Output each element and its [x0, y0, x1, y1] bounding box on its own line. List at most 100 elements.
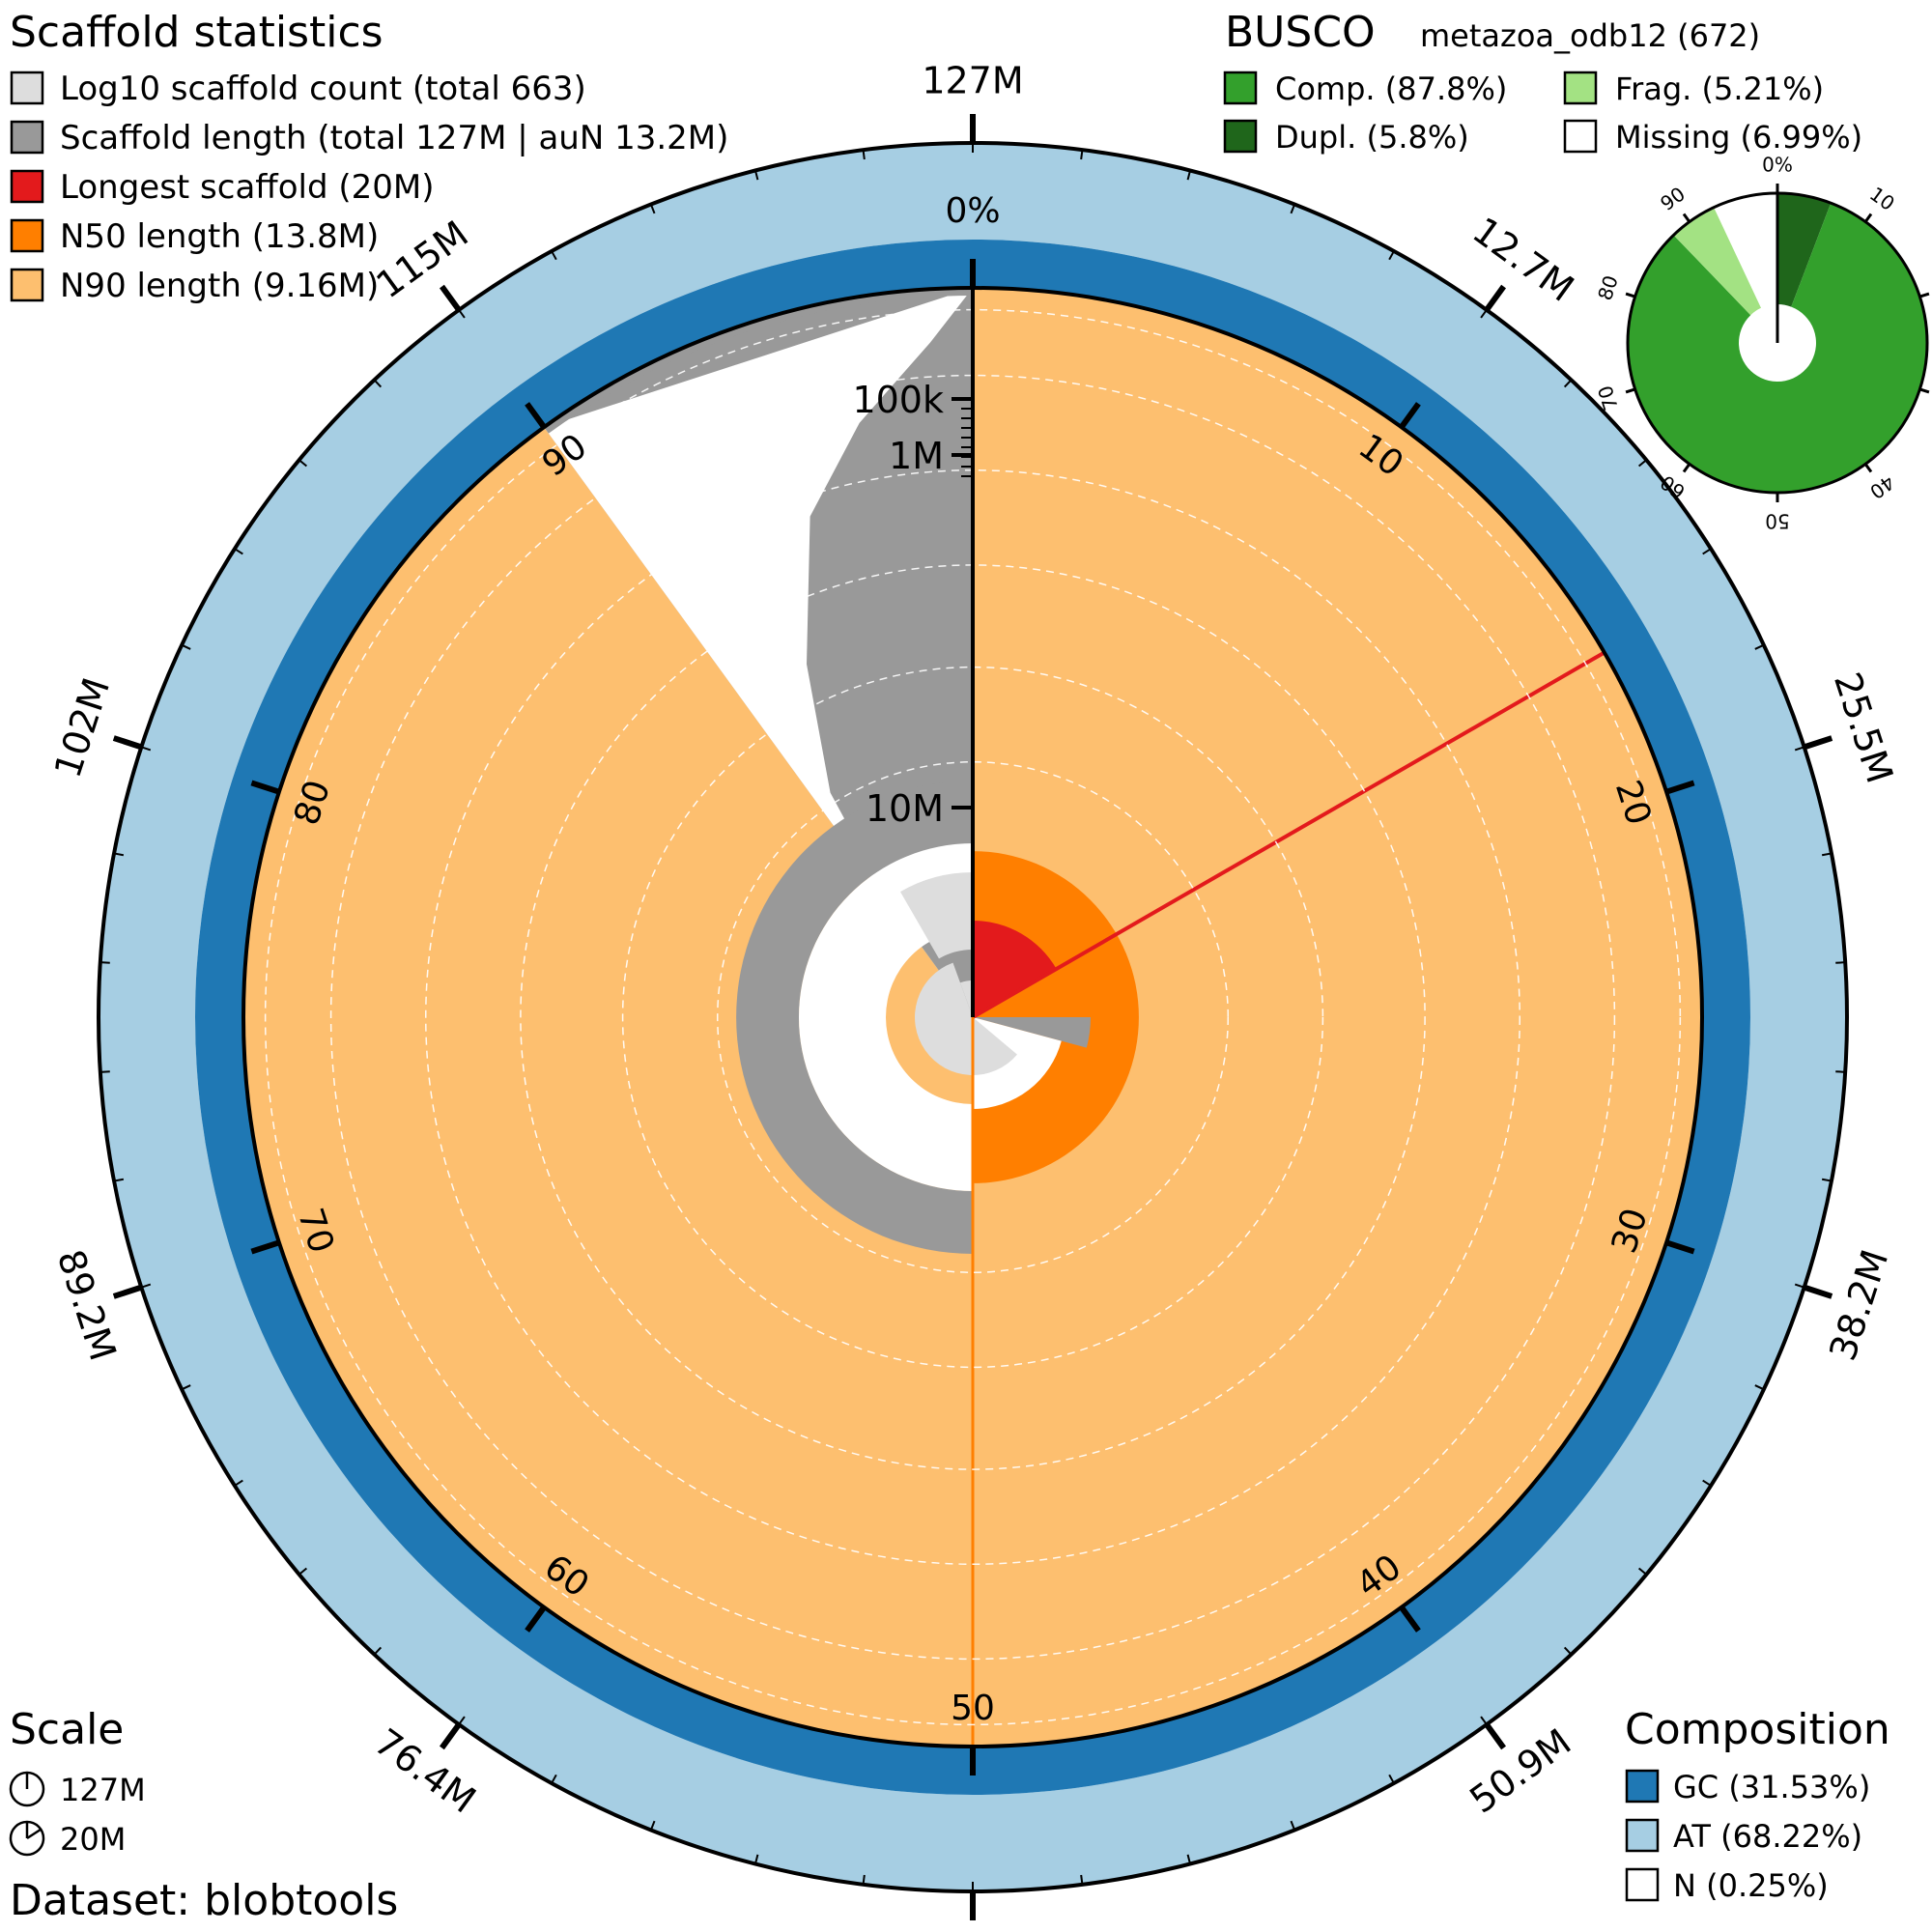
busco-legend-label: Frag. (5.21%): [1615, 71, 1824, 107]
composition-label: GC (31.53%): [1673, 1769, 1870, 1805]
legend-label: N50 length (13.8M): [60, 217, 379, 256]
busco-duplicated: [1777, 193, 1832, 307]
longest-sector: [973, 921, 1057, 1017]
length-minor-tick: [753, 1854, 759, 1864]
percent-tick-label: 0%: [945, 191, 1000, 231]
grid-circle: [621, 666, 1324, 1369]
length-minor-tick: [234, 548, 243, 555]
scale-icon-hand: [26, 1828, 42, 1840]
length-minor-tick: [1794, 1283, 1805, 1289]
radial-tick-label: 10M: [866, 787, 944, 830]
composition-title: Composition: [1625, 1705, 1890, 1754]
legend-swatch: [10, 71, 44, 105]
length-minor-tick: [1290, 204, 1296, 214]
length-tick: [1484, 284, 1507, 312]
length-minor-tick: [1835, 1070, 1846, 1073]
length-minor-tick: [1754, 1384, 1765, 1391]
length-minor-tick: [140, 746, 152, 752]
length-minor-tick: [99, 1070, 110, 1073]
length-minor-tick: [99, 961, 110, 964]
percent-tick: [1399, 1605, 1421, 1633]
legend-label: Scaffold length (total 127M | auN 13.2M): [60, 119, 728, 157]
busco-single: [1628, 203, 1928, 494]
busco-tick-label: 0%: [1762, 154, 1793, 177]
busco-tick: [1625, 387, 1636, 394]
length-minor-tick: [181, 643, 191, 650]
busco-legend-swatch: [1223, 119, 1258, 154]
busco-tick: [1863, 463, 1873, 473]
legend-swatch: [10, 218, 44, 253]
length-minor-tick: [1702, 548, 1712, 555]
length-minor-tick: [298, 459, 308, 468]
length-minor-tick: [1388, 250, 1395, 261]
length-tick: [1803, 1284, 1833, 1299]
length-minor-tick: [298, 1567, 308, 1576]
length-minor-tick: [373, 379, 383, 388]
busco-legend-label: Missing (6.99%): [1615, 119, 1862, 156]
scaffold-length-center-wedge: [973, 1017, 1091, 1048]
composition-label: AT (68.22%): [1673, 1818, 1862, 1855]
length-tick-label: 89.2M: [49, 1244, 125, 1365]
length-minor-tick: [1835, 961, 1846, 964]
log-count-band: [900, 872, 973, 959]
length-minor-tick: [458, 1716, 466, 1725]
grid-circle: [717, 761, 1229, 1273]
length-minor-tick: [1754, 643, 1765, 650]
length-minor-tick: [113, 1178, 125, 1182]
legend-swatch: [10, 120, 44, 155]
busco-tick: [1863, 213, 1873, 223]
length-minor-tick: [234, 1479, 243, 1487]
length-minor-tick: [1080, 1874, 1084, 1885]
length-tick: [112, 1284, 143, 1299]
log-count-sector-2: [960, 980, 973, 1017]
grid-circle: [329, 374, 1616, 1661]
length-minor-tick: [181, 1384, 191, 1391]
legends: Scaffold statistics Log10 scaffold count …: [9, 8, 1890, 1925]
length-minor-tick: [1290, 1820, 1296, 1831]
busco-fragmented: [1673, 207, 1761, 316]
legend-label: Longest scaffold (20M): [60, 168, 434, 207]
busco-tick: [1625, 292, 1636, 298]
scale-label: 20M: [60, 1821, 126, 1858]
length-tick: [112, 735, 143, 751]
length-minor-tick: [1563, 379, 1573, 388]
length-minor-tick: [1563, 1646, 1573, 1656]
busco-tick: [1682, 463, 1691, 473]
busco-legend-swatch: [1223, 71, 1258, 105]
legend-label: N90 length (9.16M): [60, 267, 379, 305]
snail-main: 100k1M10M0%102030405060708090127M12.7M25…: [46, 60, 1901, 1932]
length-minor-tick: [1480, 1716, 1488, 1725]
length-tick: [1803, 735, 1833, 751]
length-minor-tick: [1480, 309, 1488, 319]
length-minor-tick: [1388, 1774, 1395, 1784]
percent-tick-label: 50: [951, 1689, 995, 1728]
length-minor-tick: [1080, 150, 1084, 160]
busco-legend-label: Dupl. (5.8%): [1275, 119, 1469, 156]
length-tick: [439, 284, 462, 312]
length-minor-tick: [551, 1774, 557, 1784]
grid-circle: [425, 469, 1520, 1565]
length-minor-tick: [113, 852, 125, 857]
length-minor-tick: [862, 150, 866, 160]
busco-lineage: metazoa_odb12 (672): [1420, 17, 1760, 54]
length-minor-tick: [551, 250, 557, 261]
length-minor-tick: [1186, 1854, 1192, 1864]
busco-tick-label: 50: [1765, 510, 1789, 533]
busco-tick: [1918, 292, 1930, 298]
scaffold-length-inner-ring: [736, 781, 973, 1254]
dataset-label: Dataset: blobtools: [10, 1876, 398, 1925]
scale-title: Scale: [10, 1705, 124, 1754]
length-tick-label: 38.2M: [1821, 1244, 1896, 1365]
length-minor-tick: [862, 1874, 866, 1885]
percent-tick: [1665, 1239, 1695, 1255]
length-minor-tick: [649, 1820, 656, 1831]
length-tick-label: 25.5M: [1826, 668, 1901, 788]
length-minor-tick: [140, 1283, 152, 1289]
percent-tick: [1665, 780, 1695, 795]
length-tick-label: 115M: [369, 213, 476, 307]
length-minor-tick: [753, 170, 759, 181]
busco-tick-label: 80: [1593, 272, 1623, 303]
length-minor-tick: [373, 1646, 383, 1656]
legend-swatch: [10, 268, 44, 302]
